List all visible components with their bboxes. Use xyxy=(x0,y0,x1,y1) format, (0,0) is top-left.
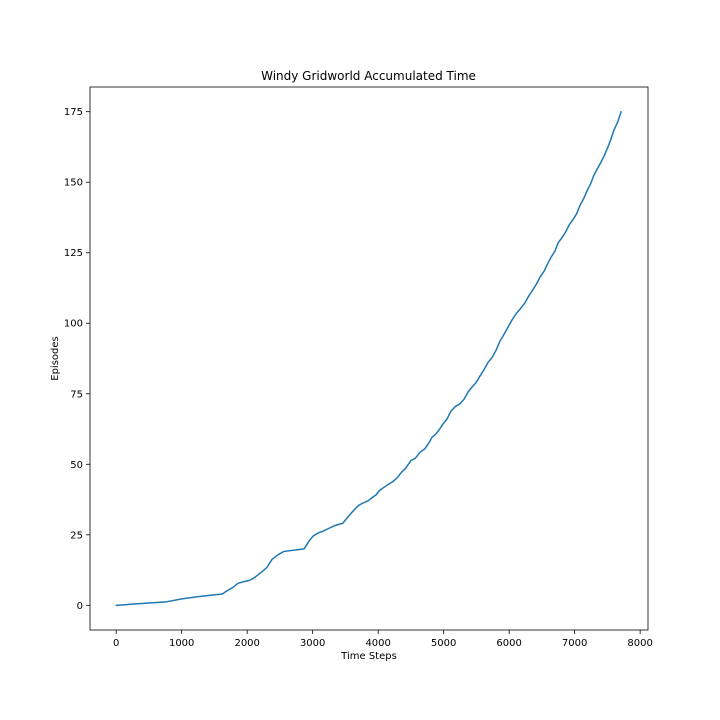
series-line xyxy=(115,110,622,607)
y-tick-label: 175 xyxy=(64,107,83,118)
x-tick-label: 8000 xyxy=(627,638,652,649)
y-axis-label: Episodes xyxy=(50,336,61,380)
x-tick-label: 6000 xyxy=(496,638,521,649)
y-tick-label: 100 xyxy=(64,319,83,330)
x-tick-label: 1000 xyxy=(169,638,194,649)
x-tick-label: 2000 xyxy=(234,638,259,649)
y-ticks: 0 25 50 75 100 125 150 175 xyxy=(64,107,90,612)
y-tick-label: 150 xyxy=(64,178,83,189)
x-axis-label: Time Steps xyxy=(340,651,397,662)
x-ticks: 0 1000 2000 3000 4000 5000 6000 7000 8000 xyxy=(113,630,653,649)
chart-title: Windy Gridworld Accumulated Time xyxy=(261,69,476,83)
x-tick-label: 4000 xyxy=(365,638,390,649)
y-tick-label: 25 xyxy=(70,530,83,541)
y-tick-label: 50 xyxy=(70,460,83,471)
x-tick-label: 7000 xyxy=(562,638,587,649)
y-tick-label: 0 xyxy=(77,601,83,612)
plot-frame xyxy=(89,86,649,631)
plot-lines xyxy=(115,110,622,607)
x-tick-label: 0 xyxy=(113,638,119,649)
y-tick-label: 75 xyxy=(70,389,83,400)
x-tick-label: 5000 xyxy=(431,638,456,649)
x-tick-label: 3000 xyxy=(300,638,325,649)
y-tick-label: 125 xyxy=(64,248,83,259)
